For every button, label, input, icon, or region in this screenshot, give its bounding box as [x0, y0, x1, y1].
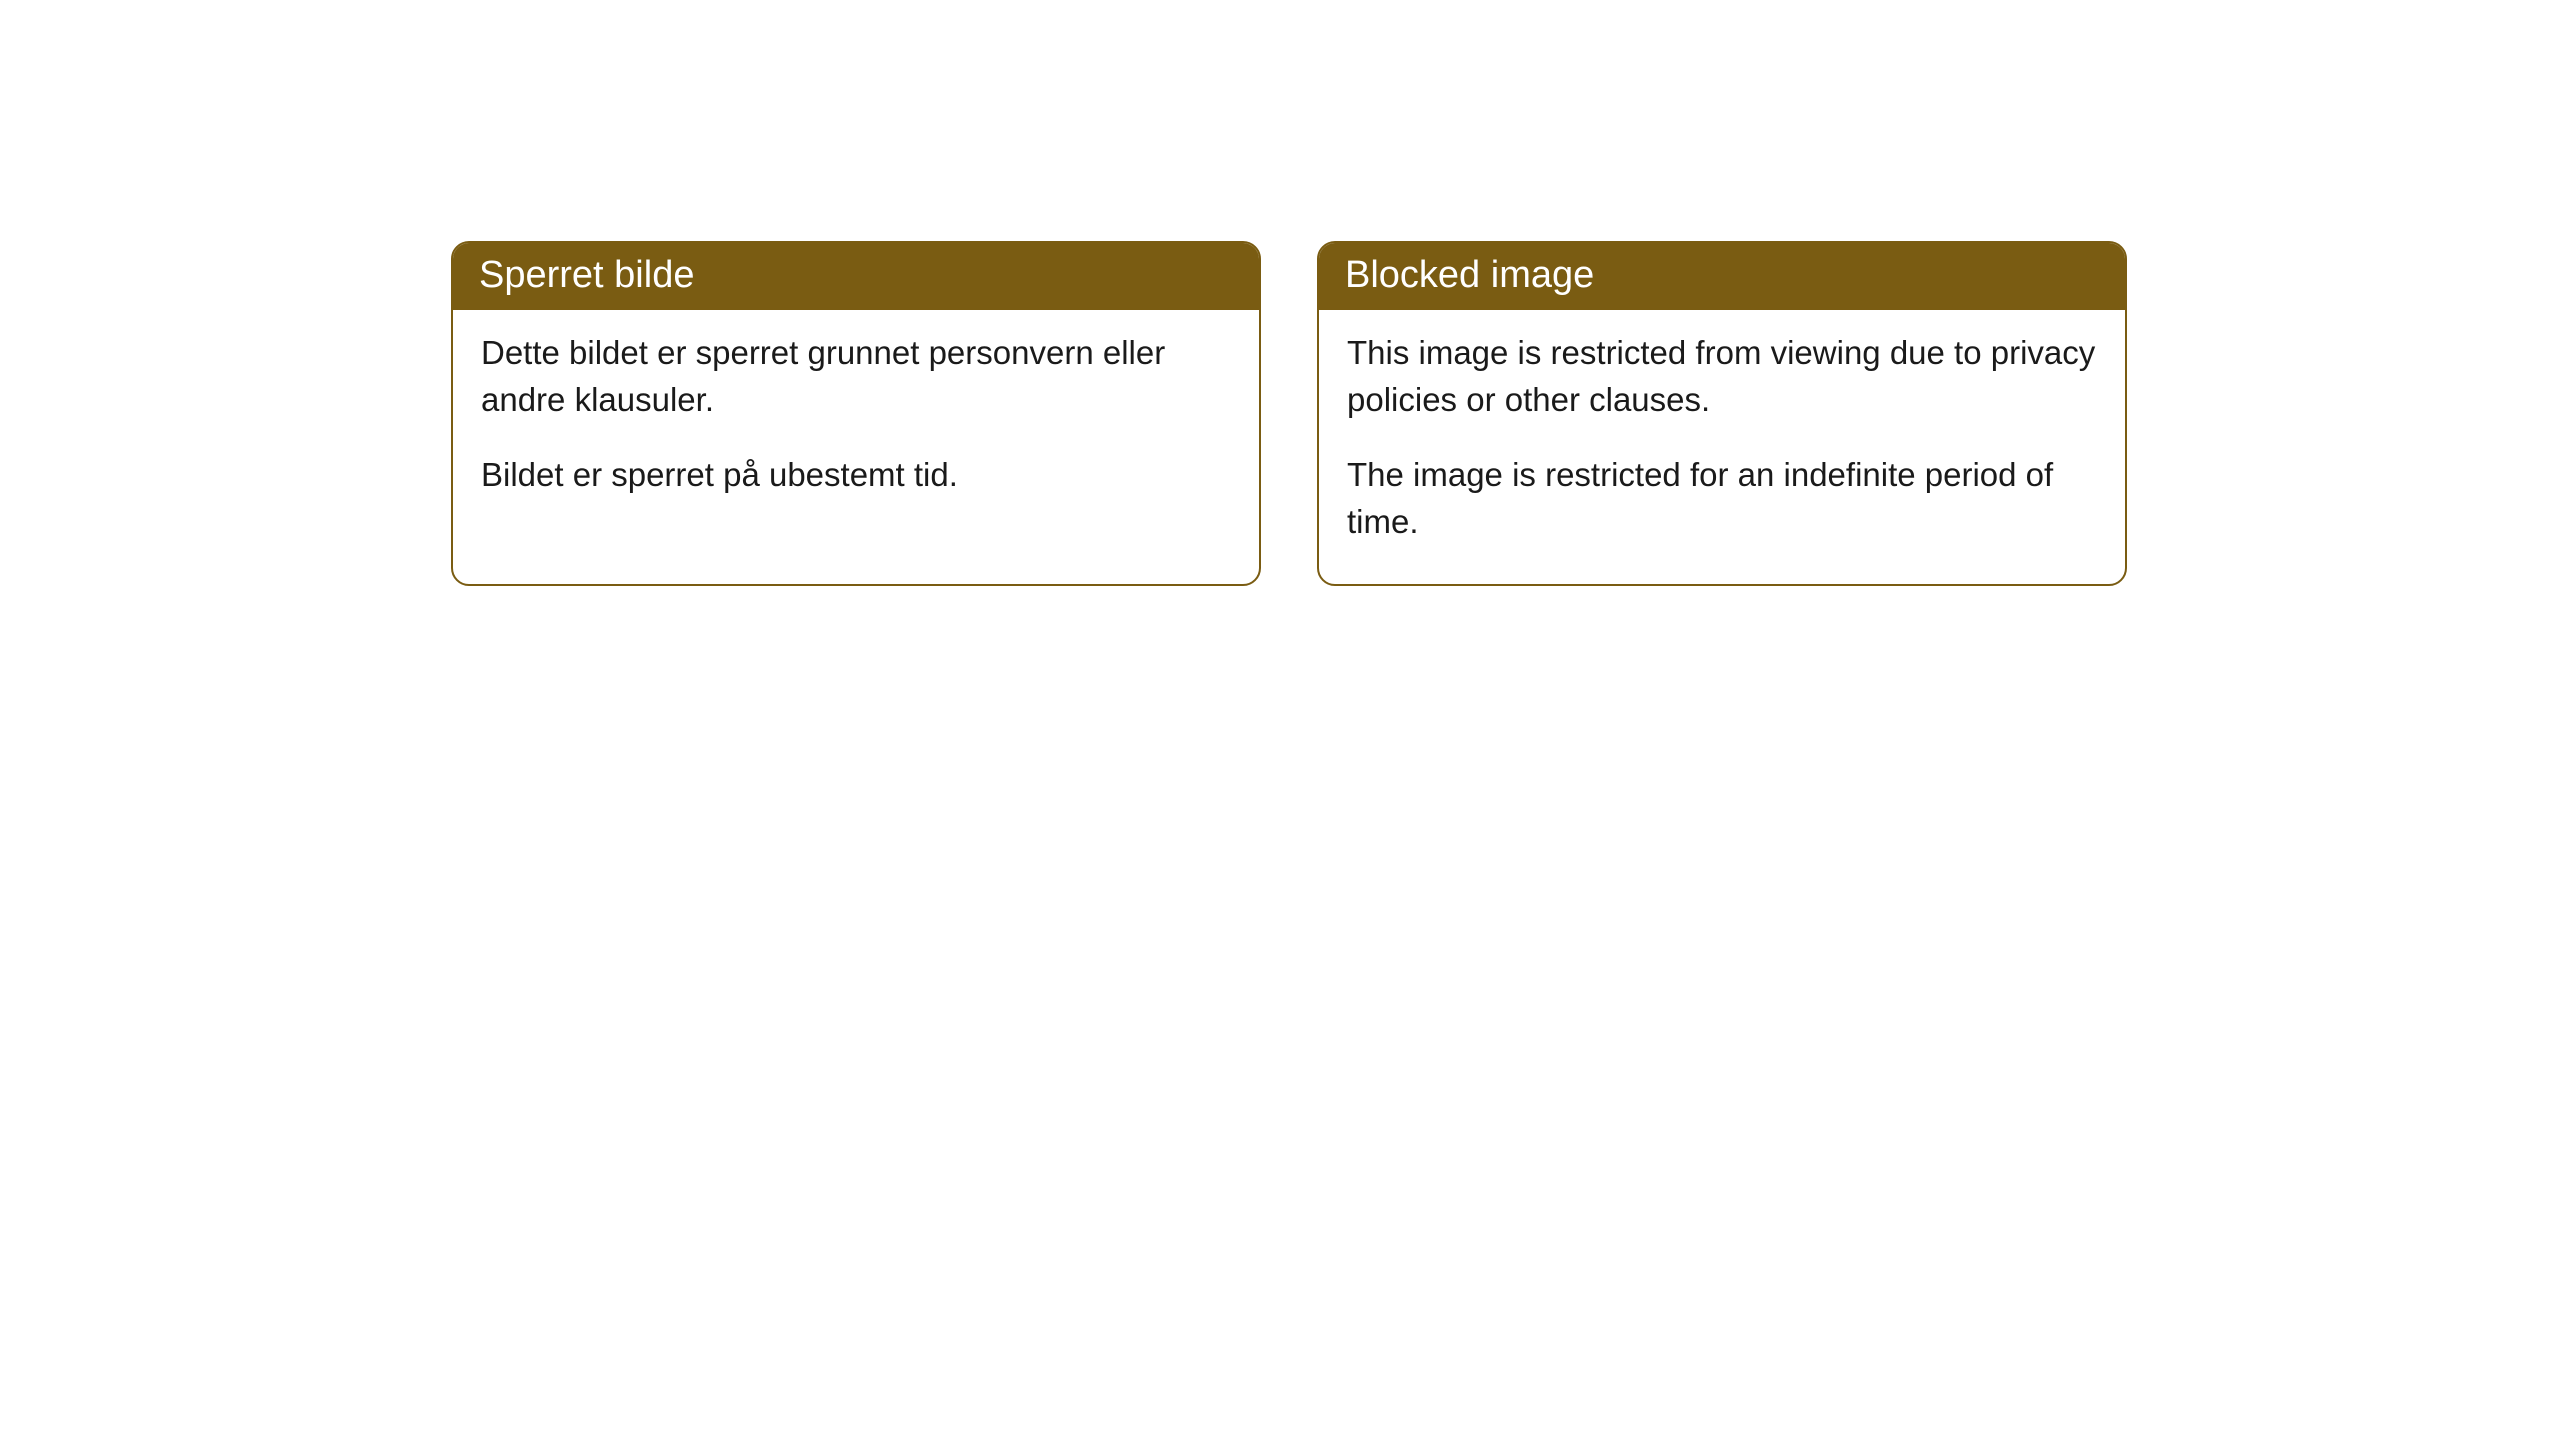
card-paragraph: Bildet er sperret på ubestemt tid. — [481, 452, 1231, 499]
notice-cards-container: Sperret bilde Dette bildet er sperret gr… — [451, 241, 2127, 586]
card-body: Dette bildet er sperret grunnet personve… — [453, 310, 1259, 537]
card-title: Blocked image — [1345, 254, 1594, 296]
card-header: Sperret bilde — [453, 243, 1259, 310]
card-paragraph: The image is restricted for an indefinit… — [1347, 452, 2097, 546]
card-header: Blocked image — [1319, 243, 2125, 310]
blocked-image-card-norwegian: Sperret bilde Dette bildet er sperret gr… — [451, 241, 1261, 586]
card-paragraph: Dette bildet er sperret grunnet personve… — [481, 330, 1231, 424]
blocked-image-card-english: Blocked image This image is restricted f… — [1317, 241, 2127, 586]
card-title: Sperret bilde — [479, 254, 694, 296]
card-body: This image is restricted from viewing du… — [1319, 310, 2125, 583]
card-paragraph: This image is restricted from viewing du… — [1347, 330, 2097, 424]
